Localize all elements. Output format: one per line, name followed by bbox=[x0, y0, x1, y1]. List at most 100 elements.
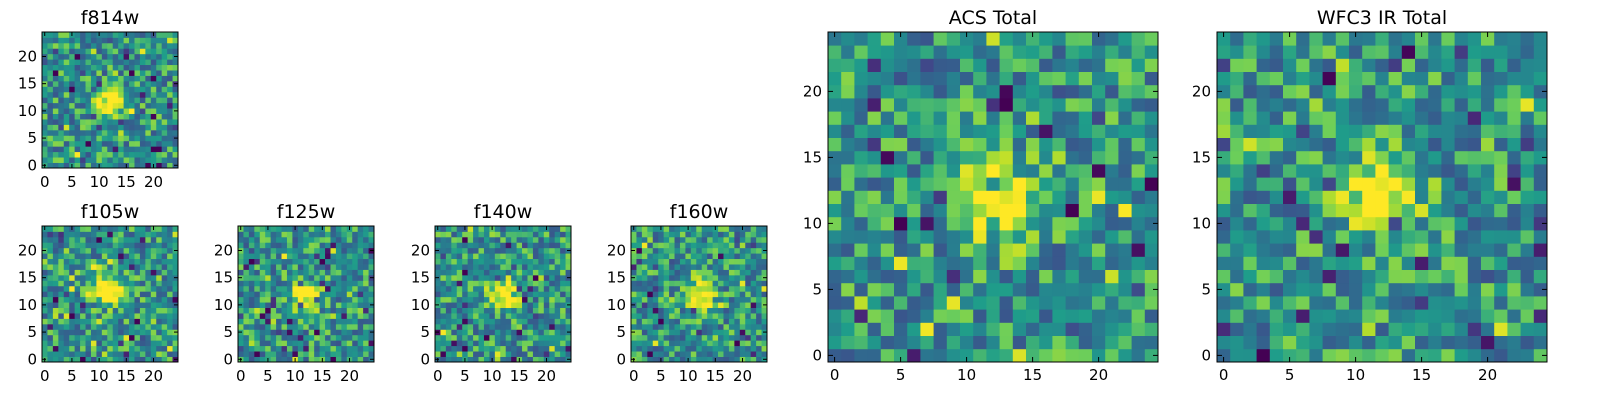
heatmap-cell bbox=[538, 253, 545, 260]
heatmap-cell bbox=[946, 216, 961, 231]
heatmap-cell bbox=[728, 280, 735, 287]
heatmap-cell bbox=[1269, 216, 1284, 231]
heatmap-cell bbox=[1362, 269, 1376, 284]
heatmap-cell bbox=[1362, 296, 1376, 310]
heatmap-cell bbox=[52, 231, 59, 238]
heatmap-cell bbox=[756, 242, 762, 249]
heatmap-cell bbox=[352, 269, 359, 276]
heatmap-cell bbox=[986, 190, 1000, 204]
heatmap-cell bbox=[907, 137, 921, 152]
heatmap-cell bbox=[1533, 98, 1548, 112]
heatmap-cell bbox=[129, 318, 135, 325]
heatmap-cell bbox=[538, 269, 545, 276]
heatmap-cell bbox=[368, 258, 375, 265]
heatmap-cell bbox=[549, 345, 556, 352]
heatmap-cell bbox=[58, 91, 65, 98]
heatmap-cell bbox=[451, 291, 458, 298]
heatmap-cell bbox=[270, 351, 277, 357]
heatmap-cell bbox=[90, 97, 97, 104]
heatmap-cell bbox=[435, 269, 441, 276]
heatmap-cell bbox=[728, 329, 735, 336]
heatmap-cell bbox=[335, 242, 342, 249]
heatmap-cell bbox=[1144, 45, 1159, 59]
heatmap-cell bbox=[712, 274, 719, 281]
heatmap-cell bbox=[265, 296, 272, 303]
heatmap-cell bbox=[920, 45, 934, 59]
heatmap-cell bbox=[1388, 32, 1403, 46]
heatmap-cell bbox=[462, 242, 469, 249]
heatmap-cell bbox=[112, 296, 119, 303]
heatmap-cell bbox=[52, 313, 59, 319]
heatmap-cell bbox=[145, 302, 152, 308]
heatmap-cell bbox=[494, 236, 501, 243]
heatmap-cell bbox=[1388, 203, 1403, 218]
heatmap-cell bbox=[489, 302, 496, 308]
heatmap-cell bbox=[297, 318, 304, 325]
heatmap-cell bbox=[96, 242, 103, 249]
heatmap-cell bbox=[841, 230, 855, 244]
heatmap-cell bbox=[505, 231, 512, 238]
heatmap-cell bbox=[685, 351, 692, 357]
heatmap-cell bbox=[1309, 124, 1323, 138]
heatmap-cell bbox=[1375, 124, 1389, 138]
heatmap-cell bbox=[538, 264, 545, 270]
heatmap-cell bbox=[1065, 282, 1080, 297]
heatmap-cell bbox=[96, 345, 103, 352]
heatmap-cell bbox=[641, 264, 648, 270]
heatmap-cell bbox=[259, 226, 266, 232]
heatmap-cell bbox=[647, 307, 654, 314]
heatmap-cell bbox=[308, 356, 315, 363]
heatmap-cell bbox=[467, 291, 474, 298]
heatmap-cell bbox=[538, 329, 545, 336]
heatmap-cell bbox=[352, 226, 359, 232]
heatmap-cell bbox=[467, 329, 474, 336]
heatmap-cell bbox=[745, 351, 752, 357]
heatmap-cell bbox=[483, 345, 490, 352]
heatmap-cell bbox=[1052, 58, 1066, 72]
heatmap-cell bbox=[134, 75, 141, 82]
heatmap-cell bbox=[960, 150, 974, 165]
heatmap-cell bbox=[107, 236, 114, 243]
heatmap-cell bbox=[907, 58, 921, 72]
heatmap-cell bbox=[1428, 150, 1442, 165]
heatmap-cell bbox=[1401, 230, 1416, 244]
heatmap-cell bbox=[647, 280, 654, 287]
heatmap-cell bbox=[473, 334, 479, 341]
heatmap-cell bbox=[527, 302, 534, 308]
heatmap-cell bbox=[1243, 282, 1257, 297]
heatmap-cell bbox=[728, 274, 735, 281]
heatmap-cell bbox=[854, 177, 868, 191]
heatmap-cell bbox=[1335, 190, 1350, 204]
heatmap-cell bbox=[1283, 150, 1297, 165]
heatmap-cell bbox=[1039, 282, 1053, 297]
heatmap-cell bbox=[728, 313, 735, 319]
heatmap-cell bbox=[101, 129, 108, 136]
heatmap-cell bbox=[505, 329, 512, 336]
heatmap-cell bbox=[1256, 348, 1271, 363]
heatmap-cell bbox=[96, 291, 103, 298]
heatmap-cell bbox=[1052, 137, 1066, 152]
heatmap-cell bbox=[451, 329, 458, 336]
heatmap-cell bbox=[1296, 256, 1310, 270]
heatmap-cell bbox=[641, 302, 648, 308]
heatmap-cell bbox=[1507, 309, 1521, 323]
heatmap-cell bbox=[330, 247, 337, 254]
heatmap-cell bbox=[723, 334, 730, 341]
heatmap-cell bbox=[145, 97, 152, 104]
heatmap-cell bbox=[297, 247, 304, 254]
heatmap-cell bbox=[973, 150, 987, 165]
heatmap-cell bbox=[1401, 137, 1416, 152]
heatmap-cell bbox=[1415, 282, 1429, 297]
heatmap-cell bbox=[701, 345, 708, 352]
x-tick-label: 0 bbox=[1219, 366, 1229, 384]
heatmap-cell bbox=[907, 243, 921, 257]
heatmap-cell bbox=[90, 253, 97, 260]
heatmap-cell bbox=[47, 91, 54, 98]
heatmap-cell bbox=[52, 102, 59, 109]
heatmap-cell bbox=[129, 269, 135, 276]
heatmap-cell bbox=[167, 236, 173, 243]
heatmap-cell bbox=[129, 264, 135, 270]
heatmap-cell bbox=[150, 269, 157, 276]
heatmap-cell bbox=[1256, 32, 1271, 46]
heatmap-cell bbox=[101, 291, 108, 298]
